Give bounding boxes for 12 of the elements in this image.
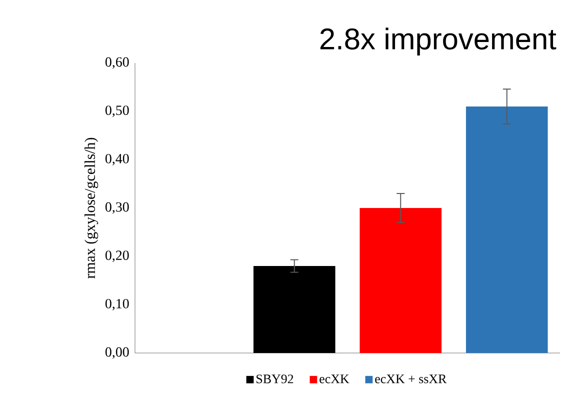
legend-label: ecXK (320, 374, 350, 384)
y-tick-label: 0,20 (105, 250, 129, 262)
y-tick-label: 0,30 (105, 202, 129, 214)
y-axis-title: rmax (gxylose/gcells/h) (84, 138, 98, 278)
legend-label: SBY92 (256, 374, 294, 384)
legend-label: ecXK + ssXR (375, 374, 447, 384)
y-tick-label: 0,50 (105, 106, 129, 118)
y-tick-label: 0,40 (105, 154, 129, 166)
y-tick-label: 0,00 (105, 347, 129, 359)
y-tick-label: 0,10 (105, 298, 129, 310)
y-tick-label: 0,60 (105, 57, 129, 69)
chart-title: 2.8x improvement (320, 28, 556, 56)
